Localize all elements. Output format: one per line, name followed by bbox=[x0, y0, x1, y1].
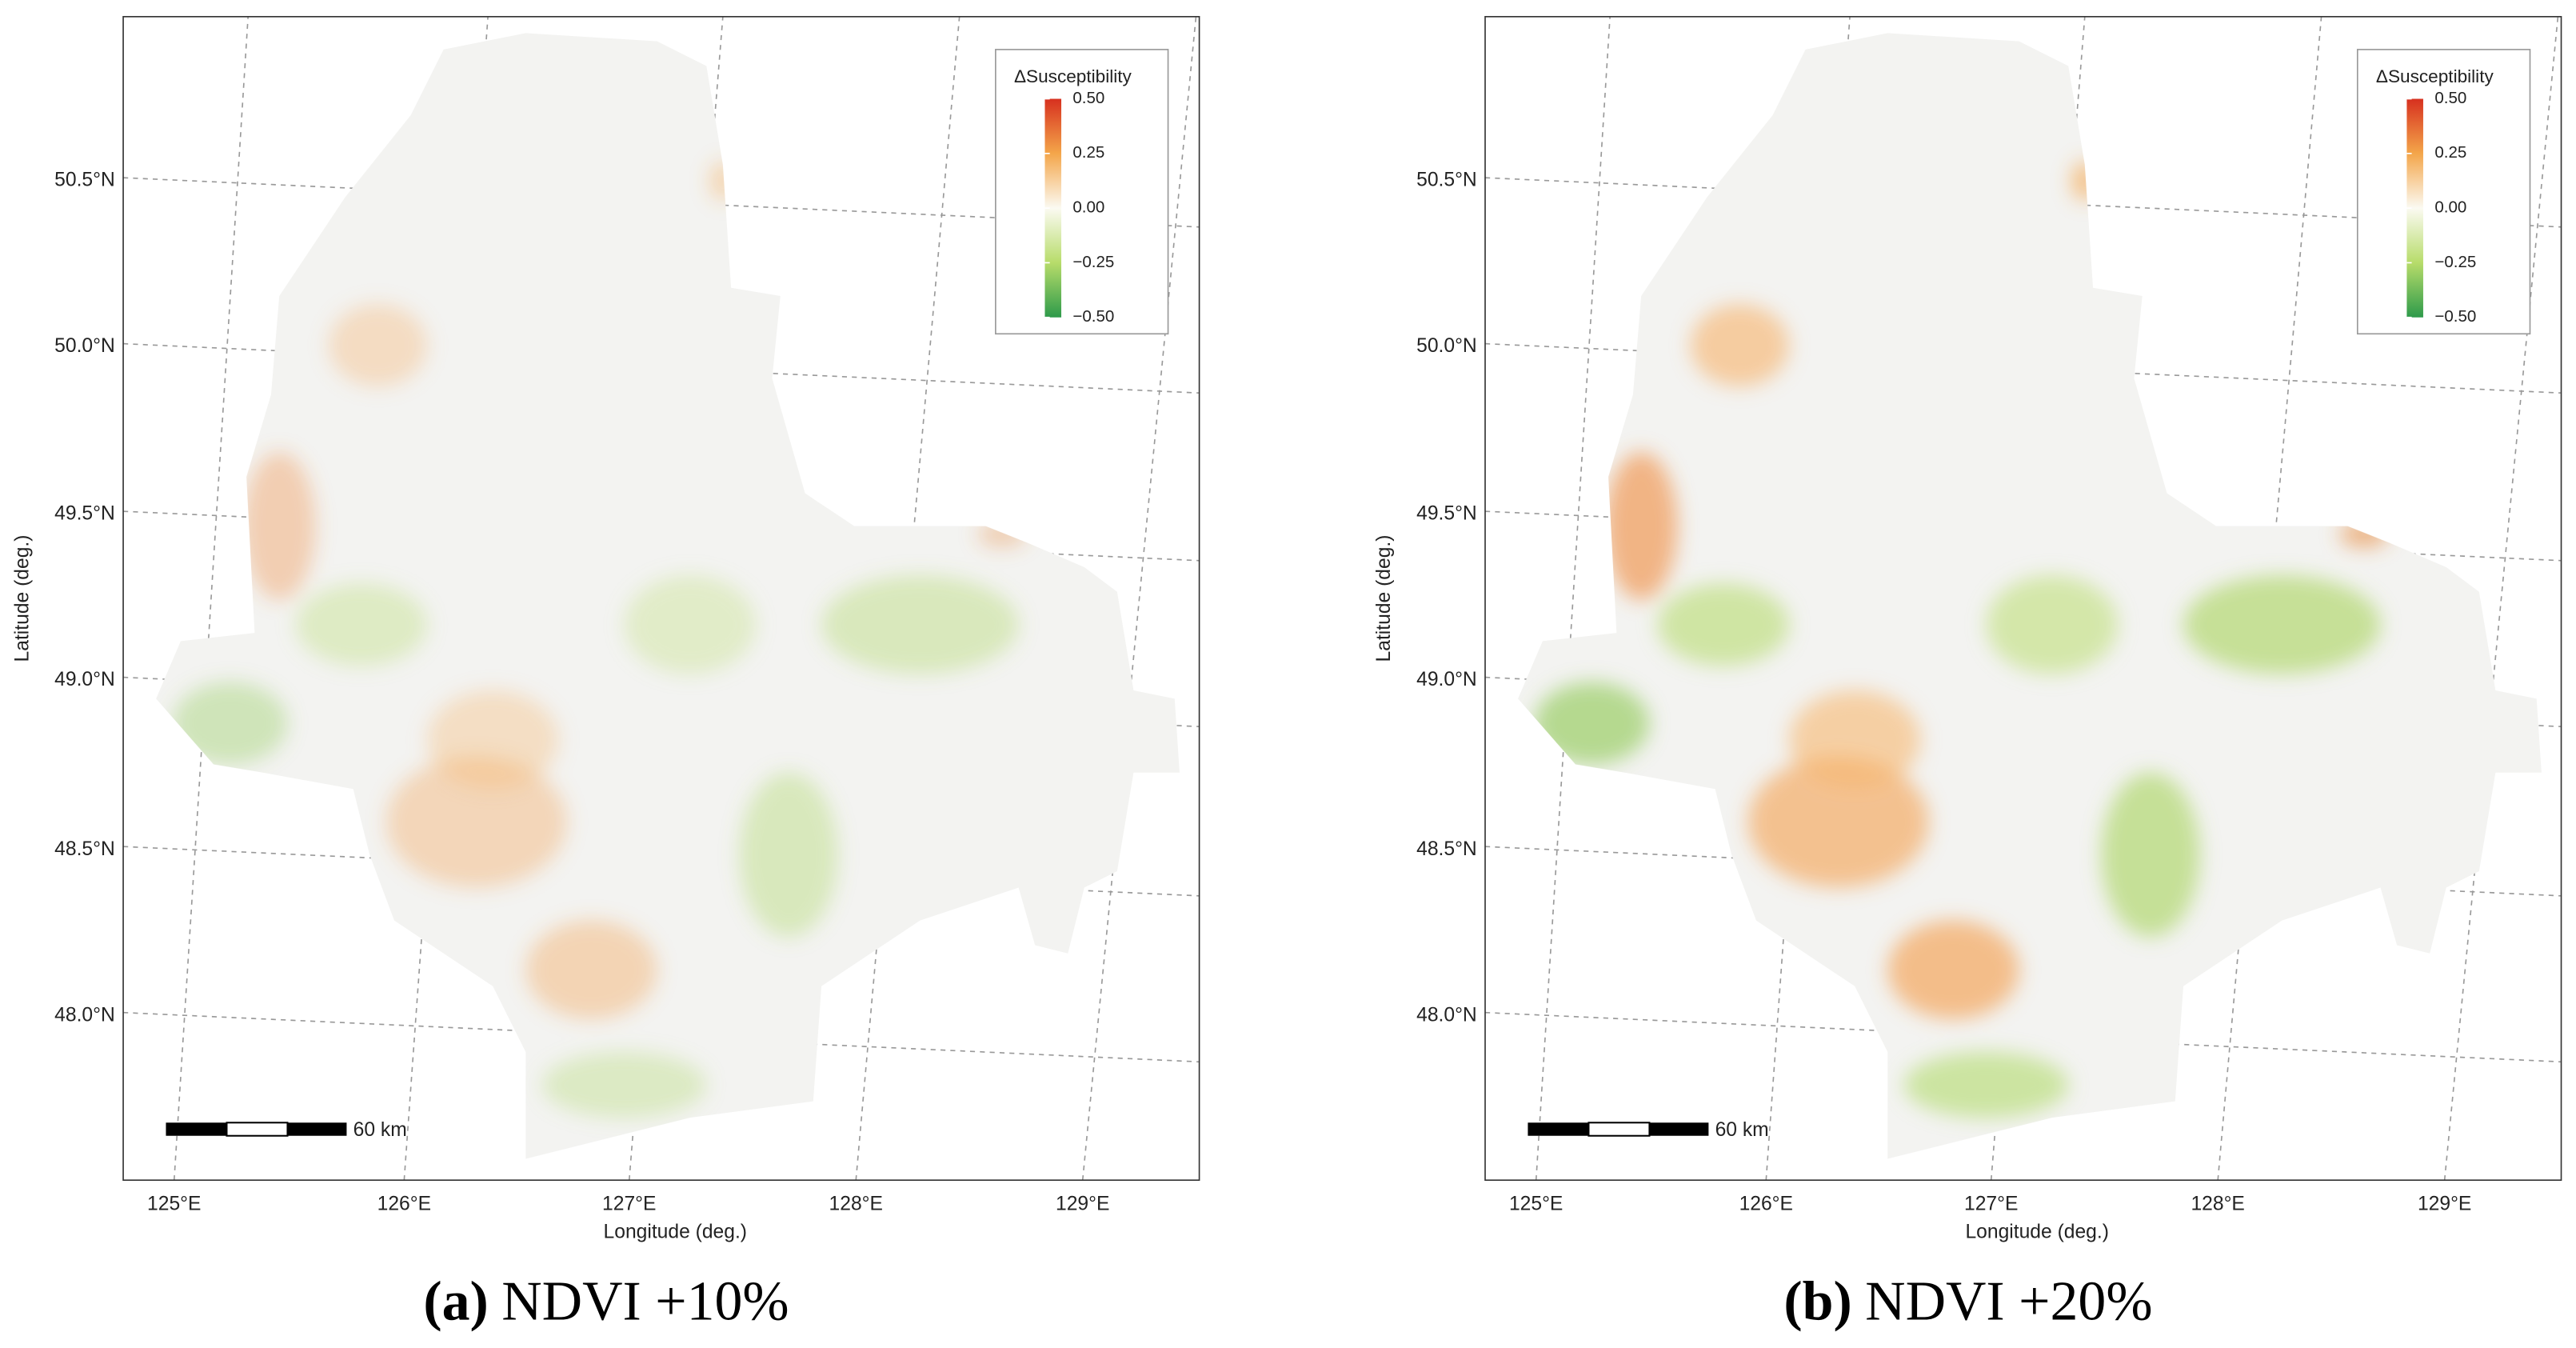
legend-tick-label: −0.50 bbox=[2434, 307, 2476, 326]
x-axis-label: Longitude (deg.) bbox=[604, 1221, 747, 1242]
lon-label: 126°E bbox=[377, 1194, 431, 1215]
patch bbox=[328, 304, 428, 387]
caption: (a) NDVI +10% bbox=[423, 1270, 789, 1332]
change-patches bbox=[1534, 161, 2389, 1118]
patch bbox=[1903, 1051, 2069, 1118]
patch bbox=[541, 1051, 707, 1118]
scale-seg bbox=[1588, 1122, 1651, 1137]
legend-title: ΔSusceptibility bbox=[1014, 66, 1132, 86]
patch bbox=[821, 575, 1019, 674]
legend-tick-label: −0.50 bbox=[1072, 307, 1114, 326]
patch bbox=[739, 772, 838, 938]
lat-label: 48.5°N bbox=[1416, 838, 1477, 860]
lat-label: 49.0°N bbox=[54, 669, 115, 690]
scale-label: 60 km bbox=[353, 1119, 407, 1141]
patch bbox=[1887, 920, 2019, 1019]
caption: (b) NDVI +20% bbox=[1783, 1270, 2152, 1332]
patch bbox=[2101, 772, 2200, 938]
patch bbox=[1690, 304, 1790, 387]
lat-label: 48.5°N bbox=[54, 838, 115, 860]
graticule bbox=[1535, 16, 1611, 1181]
y-axis-label: Latitude (deg.) bbox=[1373, 535, 1395, 662]
lon-label: 126°E bbox=[1739, 1194, 1793, 1215]
patch bbox=[525, 920, 657, 1019]
plot-frame bbox=[122, 15, 1200, 1182]
patch bbox=[295, 583, 428, 666]
lat-label: 50.0°N bbox=[1416, 335, 1477, 357]
patch bbox=[427, 690, 559, 790]
change-patches bbox=[172, 161, 1027, 1118]
legend-tick-label: 0.50 bbox=[2434, 89, 2466, 107]
legend-box bbox=[2356, 49, 2531, 335]
lon-label: 127°E bbox=[1964, 1194, 2018, 1215]
lat-label: 49.5°N bbox=[1416, 503, 1477, 525]
scale-seg bbox=[226, 1122, 289, 1137]
patch bbox=[385, 756, 567, 888]
lon-label: 125°E bbox=[1509, 1194, 1563, 1215]
lon-label: 129°E bbox=[2418, 1194, 2471, 1215]
panel: 50.5°N 50.0°N 49.5°N 49.0°N 48.5°N 48.0°N 125°… bbox=[11, 15, 1200, 1332]
scale-seg bbox=[1528, 1122, 1589, 1136]
patch bbox=[709, 161, 737, 201]
patch bbox=[2071, 161, 2099, 201]
legend-tick-label: 0.00 bbox=[2434, 198, 2466, 217]
patch bbox=[172, 682, 288, 765]
lat-label: 50.0°N bbox=[54, 335, 115, 357]
caption-label: (b) bbox=[1783, 1270, 1851, 1332]
patch bbox=[243, 452, 316, 601]
patch bbox=[1789, 690, 1921, 790]
legend-tick-label: −0.25 bbox=[2434, 253, 2476, 271]
patch bbox=[2339, 521, 2389, 548]
legend-box bbox=[995, 49, 1169, 335]
lat-label: 48.0°N bbox=[54, 1004, 115, 1026]
legend-tick-label: 0.25 bbox=[1072, 143, 1104, 162]
patch bbox=[2183, 575, 2381, 674]
panel: 50.5°N 50.0°N 49.5°N 49.0°N 48.5°N 48.0°N 125°… bbox=[1373, 15, 2562, 1332]
lon-label: 129°E bbox=[1056, 1194, 1109, 1215]
patch bbox=[1986, 575, 2118, 674]
y-axis-label: Latitude (deg.) bbox=[11, 535, 33, 662]
legend-title: ΔSusceptibility bbox=[2376, 66, 2494, 86]
scale-label: 60 km bbox=[1715, 1119, 1769, 1141]
x-axis-label: Longitude (deg.) bbox=[1965, 1221, 2108, 1242]
lon-label: 128°E bbox=[2191, 1194, 2244, 1215]
graticule bbox=[1485, 1011, 2562, 1063]
legend-tick-label: 0.00 bbox=[1072, 198, 1104, 217]
lat-label: 48.0°N bbox=[1416, 1004, 1477, 1026]
caption-text: NDVI +20% bbox=[1865, 1270, 2152, 1332]
legend-tick-label: −0.25 bbox=[1072, 253, 1114, 271]
patch bbox=[624, 575, 756, 674]
lon-label: 125°E bbox=[147, 1194, 201, 1215]
caption-label: (a) bbox=[423, 1270, 488, 1332]
caption-text: NDVI +10% bbox=[501, 1270, 789, 1332]
plot-frame bbox=[1484, 15, 2562, 1182]
patch bbox=[1657, 583, 1790, 666]
graticule bbox=[2443, 16, 2559, 1181]
patch bbox=[1747, 756, 1929, 888]
lat-label: 50.5°N bbox=[54, 170, 115, 191]
patch bbox=[1604, 452, 1678, 601]
scale-seg bbox=[1649, 1122, 1709, 1136]
patch bbox=[1534, 682, 1650, 765]
scale-seg bbox=[166, 1122, 227, 1136]
lon-label: 127°E bbox=[602, 1194, 656, 1215]
lat-label: 49.5°N bbox=[54, 503, 115, 525]
legend-tick-label: 0.25 bbox=[2434, 143, 2466, 162]
scale-seg bbox=[287, 1122, 347, 1136]
graticule bbox=[1081, 16, 1197, 1181]
lat-label: 49.0°N bbox=[1416, 669, 1477, 690]
patch bbox=[977, 521, 1027, 548]
graticule bbox=[173, 16, 250, 1181]
lon-label: 128°E bbox=[829, 1194, 883, 1215]
graticule bbox=[123, 1011, 1200, 1063]
lat-label: 50.5°N bbox=[1416, 170, 1477, 191]
legend-tick-label: 0.50 bbox=[1072, 89, 1104, 107]
